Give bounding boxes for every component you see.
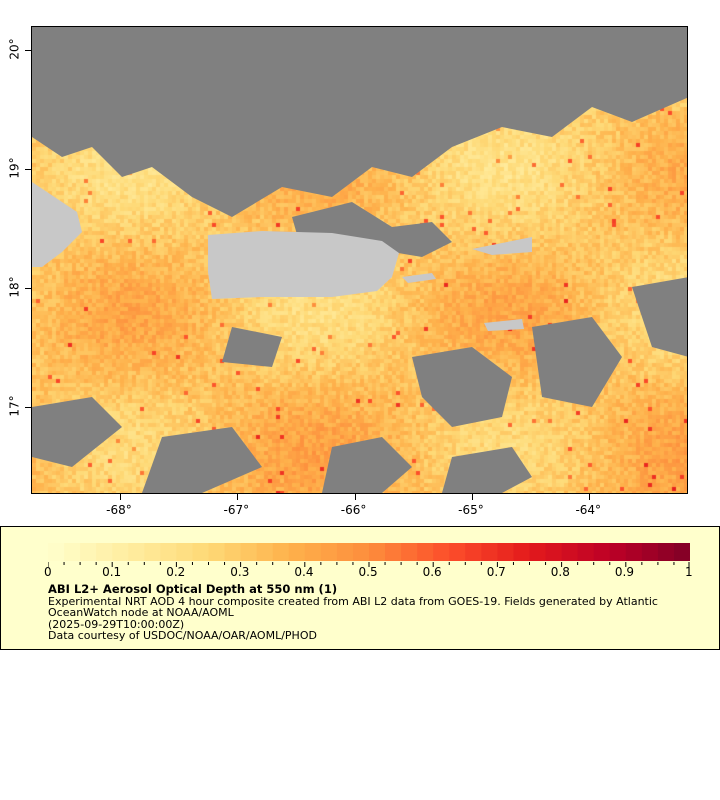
colorbar-swatch [176, 543, 193, 561]
tick [25, 168, 31, 170]
colorbar-swatch [288, 543, 306, 561]
colorbar-swatch [112, 543, 129, 561]
aod-map[interactable] [31, 26, 688, 494]
colorbar-swatch [144, 543, 161, 561]
puerto-rico [208, 231, 399, 299]
colorbar-swatch [336, 543, 354, 561]
colorbar-tick-label: 0.7 [486, 565, 506, 579]
virgin-islands [472, 237, 532, 255]
colorbar-swatch [481, 543, 498, 561]
colorbar-swatch [240, 543, 258, 561]
lon-tick-label: -66° [340, 503, 367, 517]
colorbar-swatch [465, 543, 482, 561]
tick [354, 494, 356, 500]
vieques [402, 273, 436, 283]
colorbar-swatch [417, 543, 434, 561]
colorbar-tick-label: 0.3 [230, 565, 250, 579]
colorbar-swatch [449, 543, 466, 561]
colorbar-tick-label: 0.6 [422, 565, 442, 579]
legend-desc: Experimental NRT AOD 4 hour composite cr… [48, 594, 658, 608]
colorbar-swatch [128, 543, 145, 561]
tick [25, 407, 31, 409]
colorbar-tick-label: 0.9 [614, 565, 634, 579]
tick [472, 494, 474, 500]
tick [120, 494, 122, 500]
colorbar-swatch [224, 543, 242, 561]
lat-tick-label: 18° [7, 276, 22, 298]
legend-time: (2025-09-29T10:00:00Z) [48, 617, 185, 631]
colorbar-swatch [256, 543, 274, 561]
tick [589, 494, 591, 500]
colorbar-swatch [561, 543, 579, 561]
colorbar-swatch [352, 543, 370, 561]
colorbar-swatch [385, 543, 402, 561]
colorbar [48, 543, 690, 567]
colorbar-swatch [593, 543, 611, 561]
land [32, 182, 532, 331]
legend-credit: Data courtesy of USDOC/NOAA/OAR/AOML/PHO… [48, 629, 317, 642]
colorbar-swatch [272, 543, 290, 561]
colorbar-swatch [64, 543, 81, 561]
tick [237, 494, 239, 500]
colorbar-tick-label: 0 [44, 565, 52, 579]
lon-tick-label: -65° [458, 503, 484, 517]
lon-tick-label: -68° [106, 503, 132, 517]
lat-tick-label: 20° [7, 38, 22, 60]
colorbar-swatch [609, 543, 627, 561]
colorbar-tick-label: 0.2 [166, 565, 186, 579]
tick [25, 49, 31, 51]
colorbar-swatch [208, 543, 226, 561]
colorbar-swatch [641, 543, 659, 561]
colorbar-swatch [369, 543, 386, 561]
lon-tick-label: -67° [223, 503, 250, 517]
colorbar-swatch [497, 543, 514, 561]
tick [25, 287, 31, 289]
colorbar-swatch [401, 543, 418, 561]
colorbar-swatch [529, 543, 547, 561]
colorbar-swatch [513, 543, 530, 561]
hispaniola [32, 182, 82, 267]
colorbar-swatch [673, 543, 690, 561]
colorbar-tick-label: 1 [685, 565, 693, 579]
colorbar-swatch [320, 543, 338, 561]
legend-desc2: OceanWatch node at NOAA/AOML [48, 606, 234, 619]
colorbar-tick-label: 0.1 [102, 565, 122, 579]
colorbar-swatch [96, 543, 113, 561]
colorbar-swatch [545, 543, 563, 561]
colorbar-tick-label: 0.8 [550, 565, 570, 579]
legend-title: ABI L2+ Aerosol Optical Depth at 550 nm … [48, 582, 338, 596]
lat-tick-label: 19° [7, 157, 22, 179]
colorbar-swatch [433, 543, 450, 561]
colorbar-swatch [577, 543, 595, 561]
lon-tick-label: -64° [575, 503, 602, 517]
colorbar-swatch [657, 543, 675, 561]
lat-tick-label: 17° [7, 395, 22, 417]
colorbar-swatch [304, 543, 322, 561]
st-croix [484, 319, 524, 331]
colorbar-swatch [80, 543, 97, 561]
colorbar-swatch [192, 543, 209, 561]
map-overlay [32, 27, 687, 493]
colorbar-swatch [48, 543, 65, 561]
colorbar-tick-label: 0.5 [358, 565, 378, 579]
legend-panel: 0 0.1 0.2 0.3 0.4 0.5 0.6 0.7 0.8 0.9 1 ABI L2+ Ae… [0, 526, 720, 650]
colorbar-tick-label: 0.4 [294, 565, 314, 579]
colorbar-swatch [160, 543, 177, 561]
colorbar-swatch [625, 543, 643, 561]
